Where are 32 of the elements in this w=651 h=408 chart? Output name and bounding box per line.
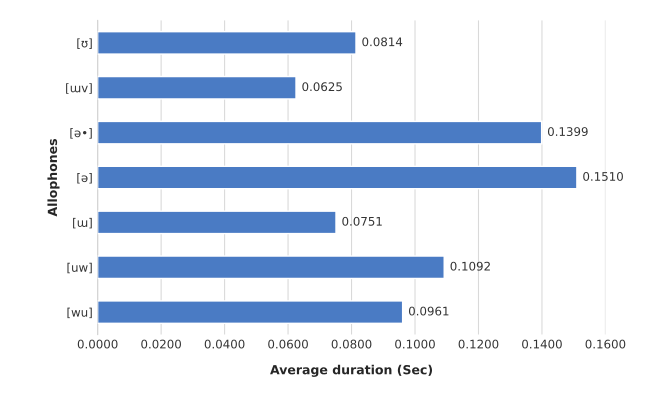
y-tick-label: [ɯv] (66, 83, 92, 94)
y-tick-label: [ɯ] (73, 218, 92, 228)
y-tick-label: [ə] (77, 172, 92, 184)
x-tick-label: 0.1000 (395, 340, 435, 349)
bar (98, 255, 445, 280)
x-tick-label: 0.1400 (522, 340, 562, 349)
x-axis-title: Average duration (Sec) (270, 364, 432, 377)
x-tick-label: 0.1200 (458, 340, 498, 349)
bar (98, 120, 542, 145)
x-tick-label: 0.0600 (268, 340, 308, 349)
x-tick-label: 0.0200 (141, 340, 181, 349)
y-axis-title: Allophones (47, 139, 60, 216)
bar (98, 30, 357, 55)
data-label: 0.1092 (450, 262, 490, 271)
y-tick-label: [wu] (67, 308, 92, 318)
x-tick-label: 0.0000 (78, 340, 118, 349)
bar (98, 166, 578, 190)
x-tick-label: 0.0800 (332, 340, 372, 349)
bar (98, 76, 297, 100)
data-label: 0.0625 (302, 82, 342, 92)
y-tick-label: [ə•] (70, 128, 92, 139)
y-tick-label: [ʊ] (77, 38, 92, 49)
x-tick-label: 0.1600 (586, 340, 626, 349)
y-tick-label: [uw] (67, 262, 92, 274)
data-label: 0.1510 (583, 172, 623, 181)
data-label: 0.0814 (362, 37, 402, 46)
data-label: 0.0751 (342, 216, 382, 226)
x-tick-label: 0.0400 (204, 340, 244, 349)
data-label: 0.1399 (548, 127, 588, 136)
bar (98, 300, 404, 324)
bar (98, 210, 337, 234)
data-label: 0.0961 (408, 306, 448, 316)
